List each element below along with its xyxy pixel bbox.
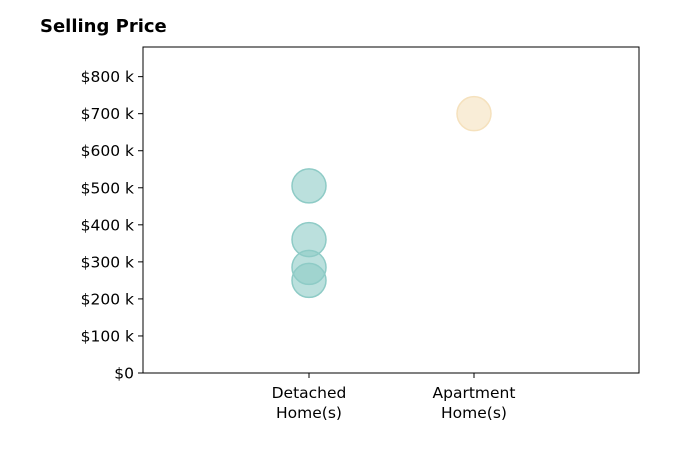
data-point — [291, 262, 327, 299]
data-point — [456, 95, 492, 132]
y-axis: $0 $100 k $200 k $300 k $400 k $500 k $600 k $7… — [81, 68, 143, 383]
x-tick-label: Apartment — [433, 384, 516, 402]
x-tick-label: Home(s) — [276, 404, 342, 422]
y-tick-label: $800 k — [81, 68, 134, 86]
chart-title: Selling Price — [40, 16, 167, 37]
y-tick-label: $200 k — [81, 290, 134, 308]
y-tick-label: $700 k — [81, 105, 134, 123]
y-tick-label: $0 — [114, 365, 134, 383]
y-tick-label: $300 k — [81, 253, 134, 271]
y-tick-label: $500 k — [81, 179, 134, 197]
x-axis: Detached Home(s) Apartment Home(s) — [272, 373, 516, 422]
plot-area-frame — [142, 46, 640, 374]
x-tick-label: Detached — [272, 384, 347, 402]
data-point — [291, 168, 327, 204]
y-tick-label: $600 k — [81, 142, 134, 160]
y-tick-label: $100 k — [81, 327, 134, 345]
data-points — [291, 95, 492, 299]
y-tick-label: $400 k — [81, 216, 134, 234]
x-tick-label: Home(s) — [441, 404, 507, 422]
